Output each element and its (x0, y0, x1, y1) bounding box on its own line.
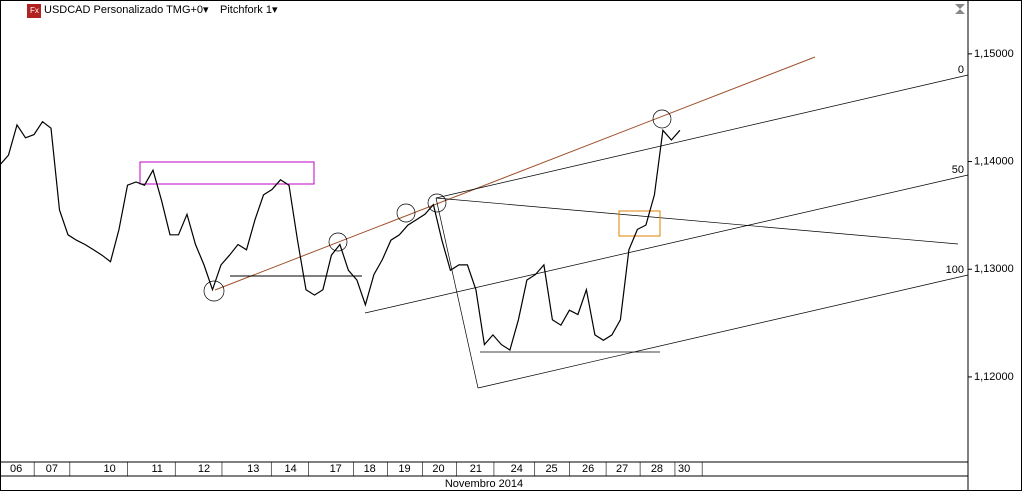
x-tick-label: 25 (545, 463, 557, 475)
level-label: 0 (958, 64, 964, 76)
circle-marker (328, 232, 348, 252)
x-tick-label: 20 (432, 463, 444, 475)
x-tick-label: 13 (247, 463, 259, 475)
x-axis-label: Novembro 2014 (445, 478, 523, 490)
x-tick-label: 19 (398, 463, 410, 475)
highlight-box (139, 161, 315, 185)
y-tick-label: 1,14000 (974, 155, 1014, 167)
x-tick-label: 11 (152, 463, 163, 475)
symbol-icon[interactable] (27, 4, 41, 18)
circle-marker (203, 280, 225, 302)
x-tick-label: 10 (104, 463, 116, 475)
pitchfork-line (364, 174, 969, 314)
y-tick-label: 1,15000 (974, 48, 1014, 60)
trend-line (214, 56, 816, 291)
x-tick-label: 27 (616, 463, 628, 475)
x-tick-label: 21 (470, 463, 482, 475)
x-tick-label: 30 (678, 463, 690, 475)
x-tick-label: 14 (285, 463, 297, 475)
pitchfork-handle (435, 197, 479, 389)
chart-title[interactable]: USDCAD Personalizado TMG+0▾ (44, 4, 209, 16)
level-label: 50 (952, 164, 964, 176)
pitchfork-line (435, 74, 969, 199)
pitchfork-handle (435, 197, 959, 245)
highlight-box (618, 210, 661, 237)
chart-subtitle[interactable]: Pitchfork 1▾ (220, 4, 278, 16)
x-tick-label: 17 (330, 463, 342, 475)
x-tick-label: 26 (582, 463, 594, 475)
x-tick-label: 12 (198, 463, 210, 475)
drawings (139, 56, 969, 389)
pitchfork-line (477, 274, 969, 389)
x-tick-label: 06 (10, 463, 22, 475)
circle-marker (652, 109, 672, 129)
price-line (0, 120, 681, 351)
y-tick-label: 1,12000 (974, 371, 1014, 383)
symbol-icon-text: Fx (30, 6, 39, 15)
level-label: 100 (946, 264, 964, 276)
x-tick-label: 07 (46, 463, 58, 475)
circle-marker (396, 203, 416, 223)
y-tick-label: 1,13000 (974, 263, 1014, 275)
x-tick-label: 24 (511, 463, 523, 475)
x-tick-label: 18 (364, 463, 376, 475)
close-icon[interactable] (955, 4, 965, 14)
x-tick-label: 28 (651, 463, 663, 475)
circle-marker (427, 193, 447, 213)
